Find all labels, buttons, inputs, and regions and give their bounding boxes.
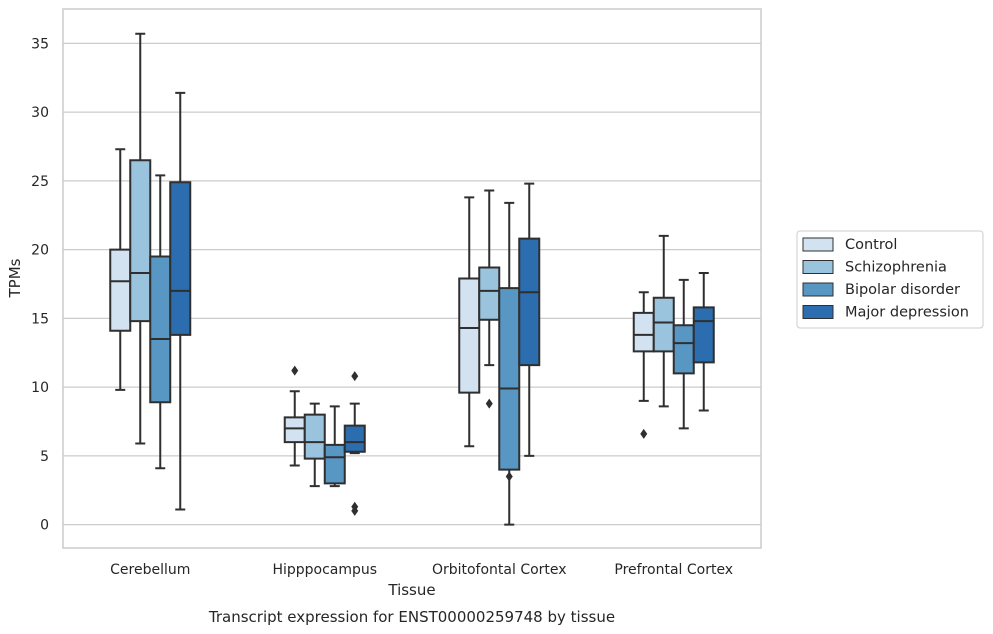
x-tick-label: Prefrontal Cortex [614, 562, 733, 578]
box-major-depression [343, 371, 366, 516]
legend-swatch [802, 305, 834, 319]
y-tick-label: 15 [31, 311, 49, 327]
box-control [109, 148, 132, 391]
box-control [283, 365, 306, 467]
box-iqr [518, 237, 541, 367]
legend-label: Major depression [845, 305, 969, 321]
y-axis-ticks: 0 5 10 15 20 25 30 35 [31, 36, 49, 533]
box-major-depression [692, 272, 715, 412]
box-iqr [169, 181, 192, 336]
box-iqr [652, 296, 675, 353]
y-tick-label: 10 [31, 380, 49, 396]
chart-caption: Transcript expression for ENST0000025974… [208, 608, 615, 626]
box-major-depression [518, 182, 541, 457]
box-iqr [323, 443, 346, 485]
box-schizophrenia [129, 32, 152, 445]
box-iqr [692, 306, 715, 364]
box-major-depression [169, 91, 192, 511]
legend-label: Bipolar disorder [845, 282, 960, 298]
plot-frame [62, 8, 762, 549]
x-axis-ticks: Cerebellum Hipppocampus Orbitofontal Corte… [110, 562, 733, 578]
outlier-point [351, 371, 359, 382]
x-tick-label: Orbitofontal Cortex [432, 562, 567, 578]
box-bipolar-disorder [672, 278, 695, 430]
box-schizophrenia [652, 234, 675, 408]
legend-swatch [802, 260, 834, 274]
box-control [458, 196, 481, 448]
box-iqr [129, 159, 152, 323]
outlier-point [351, 505, 359, 516]
y-tick-label: 25 [31, 174, 49, 190]
legend-frame [796, 230, 984, 329]
y-tick-label: 20 [31, 243, 49, 259]
outlier-point [485, 398, 493, 409]
x-axis-label: Tissue [387, 581, 435, 599]
box-iqr [672, 324, 695, 375]
box-bipolar-disorder [323, 405, 346, 488]
box-iqr [303, 413, 326, 460]
box-iqr [632, 311, 655, 353]
box-iqr [478, 266, 501, 321]
box-bipolar-disorder [498, 201, 521, 526]
legend-label: Control [845, 237, 897, 253]
outlier-point [291, 365, 299, 376]
y-tick-label: 0 [40, 518, 49, 534]
x-tick-label: Hipppocampus [272, 562, 377, 578]
box-control [632, 291, 655, 439]
outlier-point [505, 471, 513, 482]
box-iqr [149, 255, 172, 404]
y-axis-label: TPMs [6, 258, 24, 298]
x-tick-label: Cerebellum [110, 562, 190, 578]
outlier-point [640, 428, 648, 439]
box-iqr [109, 248, 132, 332]
box-schizophrenia [478, 189, 501, 409]
box-iqr [498, 287, 521, 471]
y-tick-label: 30 [31, 105, 49, 121]
legend-swatch [802, 237, 834, 252]
box-schizophrenia [303, 402, 326, 488]
box-groups [109, 32, 715, 526]
box-iqr [458, 277, 481, 394]
legend: Control Schizophrenia Bipolar disorder Majo… [796, 230, 984, 329]
box-iqr [283, 416, 306, 444]
legend-swatch [802, 282, 834, 297]
legend-label: Schizophrenia [845, 260, 947, 276]
y-tick-label: 5 [40, 449, 49, 465]
y-tick-label: 35 [31, 36, 49, 52]
box-iqr [343, 424, 366, 453]
box-bipolar-disorder [149, 174, 172, 470]
